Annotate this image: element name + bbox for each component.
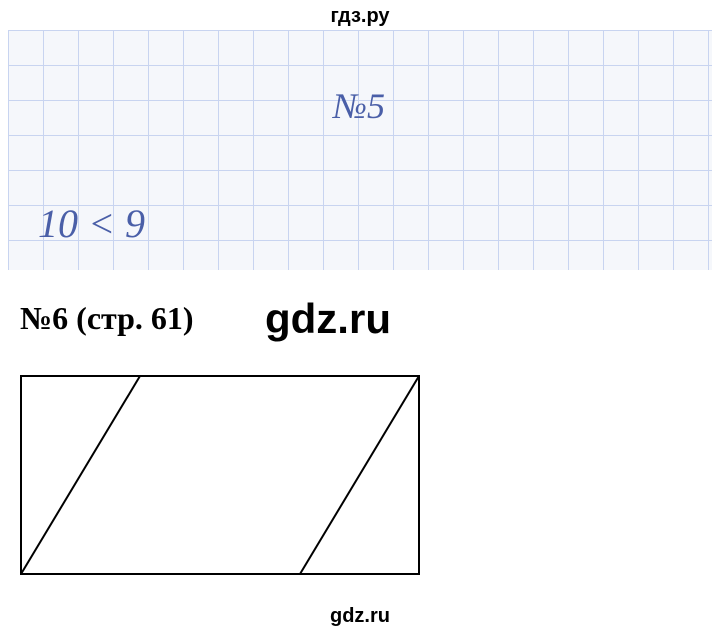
header-logo: гдз.ру	[0, 5, 720, 28]
task-label: №6 (стр. 61)	[20, 300, 194, 337]
inequality-text: 10 < 9	[38, 200, 145, 247]
notebook-grid: №5 10 < 9	[8, 30, 712, 270]
problem-number: №5	[333, 85, 385, 127]
watermark-mid: gdz.ru	[265, 295, 391, 343]
footer-logo: gdz.ru	[0, 605, 720, 628]
geometry-diagram	[20, 375, 420, 575]
